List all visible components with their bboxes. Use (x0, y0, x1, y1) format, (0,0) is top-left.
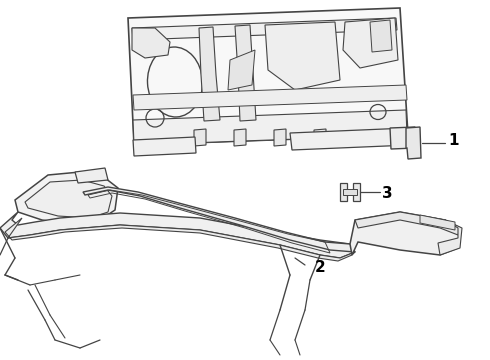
Polygon shape (0, 212, 355, 258)
Polygon shape (355, 212, 460, 235)
Polygon shape (350, 212, 460, 255)
Polygon shape (274, 129, 286, 146)
Polygon shape (370, 20, 392, 52)
Polygon shape (133, 110, 407, 145)
Polygon shape (83, 187, 355, 252)
Polygon shape (340, 183, 347, 201)
Polygon shape (133, 85, 407, 110)
Polygon shape (25, 180, 112, 218)
Polygon shape (235, 25, 256, 121)
Polygon shape (438, 220, 462, 255)
Polygon shape (353, 183, 360, 201)
Polygon shape (420, 215, 455, 230)
Polygon shape (15, 172, 118, 225)
Text: 2: 2 (315, 261, 326, 275)
Polygon shape (343, 18, 398, 68)
Polygon shape (132, 18, 397, 40)
Text: 3: 3 (382, 185, 392, 201)
Polygon shape (343, 189, 357, 195)
Polygon shape (265, 22, 340, 90)
Polygon shape (133, 137, 196, 156)
Polygon shape (228, 50, 255, 90)
Polygon shape (199, 27, 220, 121)
Polygon shape (128, 8, 408, 145)
Polygon shape (194, 129, 206, 146)
Polygon shape (75, 168, 108, 183)
Polygon shape (234, 129, 246, 146)
Polygon shape (390, 127, 416, 149)
Polygon shape (132, 28, 170, 58)
Polygon shape (406, 127, 421, 159)
Text: 1: 1 (448, 132, 459, 148)
Polygon shape (314, 129, 326, 146)
Polygon shape (290, 128, 410, 150)
Polygon shape (5, 218, 355, 261)
